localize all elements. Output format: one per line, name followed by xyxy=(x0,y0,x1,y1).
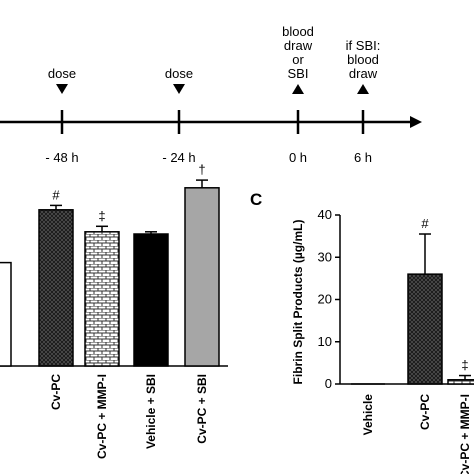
timeline-time-label: 0 h xyxy=(289,150,307,165)
panel-b-significance-mark: # xyxy=(52,187,60,202)
sample-up-triangle-icon xyxy=(292,84,304,94)
panel-c-bar xyxy=(407,273,443,385)
panel-c-y-tick-label: 20 xyxy=(318,292,332,307)
timeline-annotation: blood xyxy=(347,52,379,67)
timeline-annotation: dose xyxy=(165,66,193,81)
panel-b-bar xyxy=(0,261,12,367)
panel-c-y-axis-label: Fibrin Split Products (µg/mL) xyxy=(291,220,305,385)
panel-b-bar xyxy=(133,233,169,367)
dose-down-triangle-icon xyxy=(56,84,68,94)
timeline-annotation: dose xyxy=(48,66,76,81)
timeline-time-label: 6 h xyxy=(354,150,372,165)
panel-c: C Fibrin Split Products (µg/mL) 0 10 20 30 4… xyxy=(250,190,474,474)
panel-c-y-tick-label: 30 xyxy=(318,249,332,264)
panel-b: e # Cv-PC ‡ Cv-PC + MMP-I Vehicle + SBI † Cv-PC… xyxy=(0,162,228,459)
panel-b-category-label: e xyxy=(0,374,1,381)
panel-c-category-label: Vehicle xyxy=(361,394,375,436)
panel-c-significance-mark: ‡ xyxy=(461,358,468,373)
timeline-annotation: if SBI: xyxy=(346,38,381,53)
panel-b-category-label: Cv-PC + SBI xyxy=(195,374,209,444)
panel-b-bar xyxy=(84,231,120,367)
dose-down-triangle-icon xyxy=(173,84,185,94)
panel-c-category-label: Cv-PC + MMP-I xyxy=(458,394,472,474)
panel-b-category-label: Cv-PC xyxy=(49,374,63,410)
panel-c-category-label: Cv-PC xyxy=(418,394,432,430)
panel-b-category-label: Vehicle + SBI xyxy=(144,374,158,449)
timeline-arrowhead xyxy=(410,116,422,128)
timeline-annotation: draw xyxy=(284,38,313,53)
panel-b-significance-mark: ‡ xyxy=(98,208,105,223)
panel-c-y-tick-label: 10 xyxy=(318,334,332,349)
timeline-annotation: or xyxy=(292,52,304,67)
panel-c-significance-mark: # xyxy=(421,216,429,231)
panel-b-significance-mark: † xyxy=(198,162,205,177)
panel-b-bar xyxy=(38,209,74,367)
panel-c-y-tick-label: 0 xyxy=(325,376,332,391)
panel-c-bar xyxy=(447,379,474,385)
timeline-annotation: SBI xyxy=(288,66,309,81)
panel-b-category-label: Cv-PC + MMP-I xyxy=(95,374,109,459)
timeline-time-label: - 48 h xyxy=(45,150,78,165)
panel-c-y-tick-label: 40 xyxy=(318,207,332,222)
panel-b-bar xyxy=(184,187,220,367)
panel-letter-c: C xyxy=(250,190,262,209)
timeline-annotation: blood xyxy=(282,24,314,39)
timeline-annotation: draw xyxy=(349,66,378,81)
sample-up-triangle-icon xyxy=(357,84,369,94)
timeline-time-label: - 24 h xyxy=(162,150,195,165)
